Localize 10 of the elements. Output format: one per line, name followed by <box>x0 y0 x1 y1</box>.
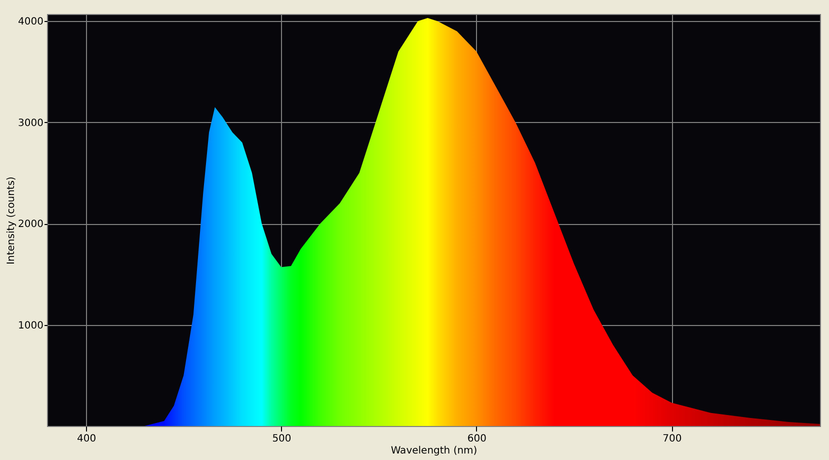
x-tick-label: 600 <box>467 434 486 444</box>
y-tick-label: 1000 <box>18 320 44 332</box>
x-axis-title: Wavelength (nm) <box>390 446 478 456</box>
y-tick-label: 4000 <box>18 16 44 28</box>
x-tick-label: 500 <box>272 434 292 444</box>
y-axis-title: Intensity (counts) <box>6 176 18 264</box>
x-tick-label: 700 <box>662 434 682 444</box>
x-tick-label: 400 <box>76 434 96 444</box>
y-tick-label: 2000 <box>18 219 44 230</box>
y-tick-label: 3000 <box>18 118 44 129</box>
